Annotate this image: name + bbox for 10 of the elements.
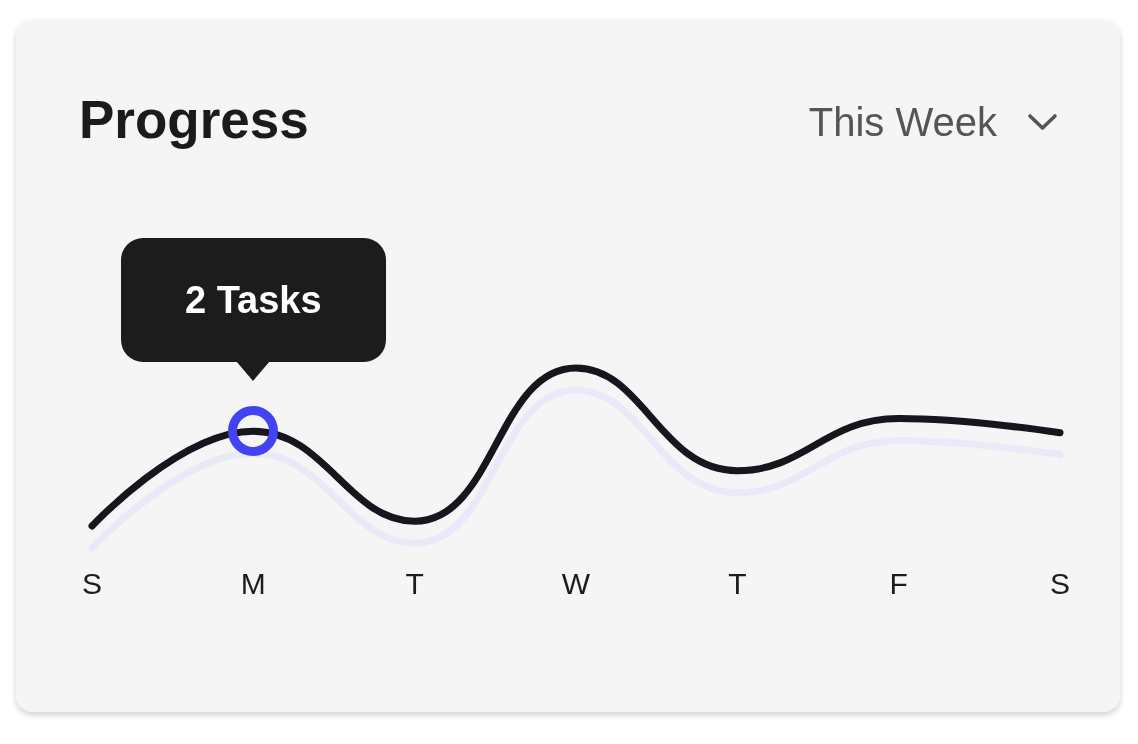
x-tick-label: T (405, 566, 424, 600)
x-tick-label: M (240, 566, 266, 600)
x-tick-label: S (1049, 566, 1071, 600)
x-tick-label: S (81, 566, 103, 600)
x-tick-label: W (561, 566, 591, 600)
annotation: 2 Tasks (120, 238, 386, 363)
x-tick-label: F (889, 566, 908, 600)
x-tick-label: T (728, 566, 747, 600)
chart-title: Progress (79, 90, 309, 149)
text: This Week (808, 100, 997, 144)
